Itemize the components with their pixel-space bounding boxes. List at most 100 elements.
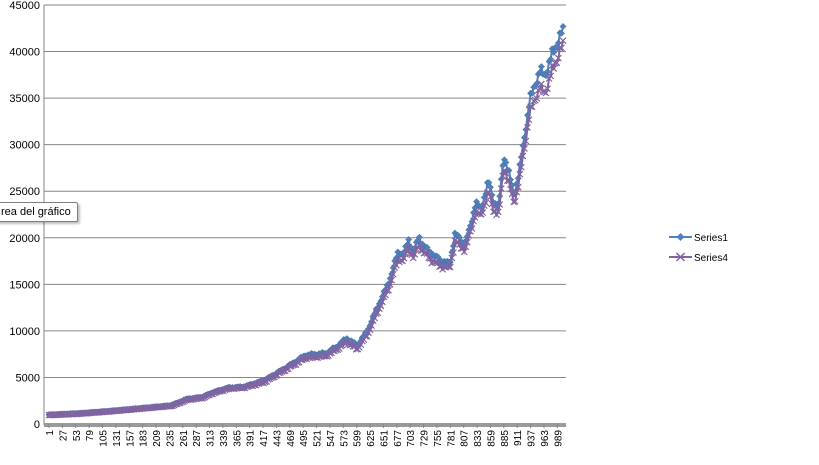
y-tick-label: 40000 [9,47,40,59]
x-tick-label: 209 [152,430,163,447]
data-point [559,37,567,45]
data-point [537,63,545,71]
series-series4 [45,37,567,419]
data-point [554,54,562,62]
x-tick-label: 417 [259,430,270,447]
data-point [505,177,513,185]
legend-marker-x [675,252,686,262]
data-point [528,103,536,111]
x-tick-label: 27 [58,430,69,442]
x-tick-label: 157 [125,430,136,447]
data-point [511,198,519,205]
data-point [357,341,365,349]
legend-label: Series4 [694,253,728,264]
x-tick-label: 313 [206,430,217,447]
legend-item-series1[interactable]: Series1 [669,233,728,244]
data-point [524,124,531,131]
data-point [411,250,419,258]
data-point [520,145,528,153]
data-point [502,169,510,177]
x-tick-label: 131 [112,430,123,447]
x-tick-label: 521 [313,430,324,447]
y-tick-label: 15000 [9,279,40,291]
x-tick-label: 937 [527,430,538,447]
data-point [386,281,394,288]
x-tick-label: 625 [366,430,377,447]
x-tick-label: 989 [553,430,564,447]
data-point [557,29,565,37]
data-point [510,198,518,206]
data-point [537,80,545,88]
x-tick-label: 573 [339,430,350,447]
data-point [558,44,565,52]
data-point [383,287,391,295]
y-tick-label: 25000 [9,186,40,198]
data-point [400,254,408,262]
data-point [525,116,533,124]
data-point [507,185,514,193]
x-tick-label: 469 [286,430,297,447]
y-tick-label: 5000 [16,372,40,384]
data-point [462,243,470,251]
data-point [508,190,516,198]
data-point [448,254,456,262]
data-point [423,250,431,257]
y-axis-ticks: 0 5000 10000 15000 20000 25000 30000 35000 40000… [9,0,40,431]
data-point [468,225,476,233]
data-point [485,189,493,197]
data-point [463,238,471,246]
x-tick-label: 833 [473,430,484,447]
data-point [533,94,541,102]
legend[interactable]: Series1 Series4 [669,233,728,264]
data-point [528,89,536,97]
x-tick-label: 703 [406,430,417,447]
data-point [514,183,522,191]
data-point [550,65,558,72]
data-point [409,254,417,262]
legend-item-series4[interactable]: Series4 [669,252,728,264]
x-axis-bar [44,423,566,427]
data-point [371,314,379,322]
x-tick-label: 495 [299,430,310,447]
data-point [487,193,494,201]
data-point [536,68,544,76]
data-point [513,188,521,196]
data-point [547,55,555,63]
data-point [405,243,413,251]
x-tick-label: 261 [179,430,190,447]
data-point [488,200,496,208]
x-tick-label: 235 [165,430,176,447]
data-point [527,103,535,111]
x-tick-label: 859 [486,430,497,447]
data-point [551,59,559,67]
data-point [465,232,473,239]
data-point [377,302,385,310]
series-layer [45,23,567,419]
data-point [542,89,550,97]
gridlines [44,4,566,378]
y-tick-label: 35000 [9,93,40,105]
data-point [456,240,464,248]
data-point [382,291,389,299]
x-tick-label: 547 [326,430,337,447]
data-point [550,48,558,56]
data-point [517,163,525,171]
x-tick-label: 729 [420,430,431,447]
data-point [516,170,524,178]
x-tick-label: 53 [72,430,83,442]
data-point [544,85,551,93]
y-tick-label: 20000 [9,233,40,245]
data-point [405,236,413,244]
x-tick-label: 391 [246,430,257,447]
data-point [363,332,371,340]
data-point [496,200,504,208]
data-point [483,189,491,196]
data-point [559,23,567,30]
data-point [368,322,376,330]
x-tick-label: 807 [460,430,471,447]
data-point [425,254,433,262]
x-tick-label: 105 [99,430,110,447]
data-point [497,185,505,192]
x-tick-label: 287 [192,430,203,447]
